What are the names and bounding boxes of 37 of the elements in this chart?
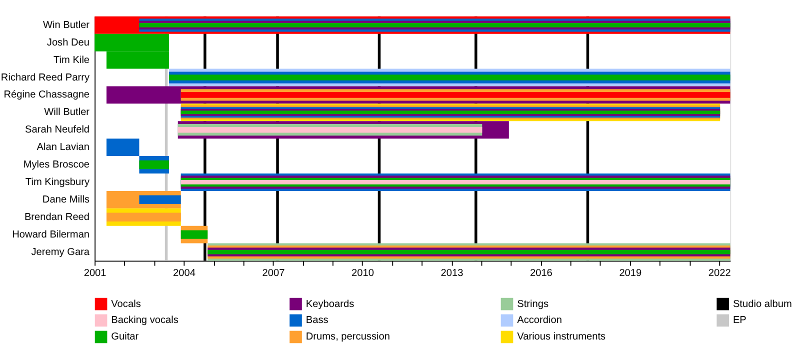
y-tick-label: Richard Reed Parry (0, 72, 90, 84)
x-tick-label: 2022 (708, 268, 732, 279)
bar (180, 230, 208, 239)
legend-label: Guitar (111, 332, 140, 343)
legend-label: Vocals (111, 298, 141, 310)
x-tick-label: 2007 (262, 268, 286, 279)
legend-label: Drums, percussion (306, 332, 390, 343)
x-tick-label: 2019 (619, 268, 642, 279)
bar (139, 160, 169, 170)
legend-label: Strings (517, 298, 549, 310)
legend-label: EP (732, 315, 747, 326)
y-tick-label: Win Butler (42, 20, 90, 31)
y-tick-label: Howard Bilerman (12, 229, 90, 240)
legend-label: Accordion (517, 315, 562, 326)
bar (180, 180, 730, 184)
x-tick-label: 2001 (84, 268, 107, 279)
y-tick-label: Brendan Reed (24, 212, 90, 223)
legend-label: Bass (306, 315, 328, 326)
y-tick-label: Josh Deu (46, 37, 90, 48)
y-tick-label: Myles Broscoe (23, 160, 90, 171)
legend-label: Studio album (732, 298, 792, 310)
x-tick-label: 2013 (440, 268, 464, 279)
y-tick-label: Alan Lavian (36, 142, 90, 154)
bar (178, 126, 482, 133)
y-tick-label: Will Butler (44, 107, 90, 118)
x-tick-label: 2010 (352, 268, 374, 279)
y-tick-label: Tim Kile (53, 54, 90, 66)
y-tick-label: Sarah Neufeld (25, 124, 90, 136)
y-tick-label: Régine Chassagne (4, 90, 90, 101)
legend-label: Various instruments (517, 332, 606, 343)
x-tick-label: 2004 (173, 268, 196, 279)
y-tick-label: Dane Mills (42, 194, 90, 206)
legend-label: Backing vocals (111, 315, 178, 326)
y-tick-label: Jeremy Gara (31, 246, 90, 258)
x-tick-label: 2016 (530, 268, 553, 279)
y-tick-label: Tim Kingsbury (25, 176, 90, 188)
legend-label: Keyboards (306, 298, 354, 310)
